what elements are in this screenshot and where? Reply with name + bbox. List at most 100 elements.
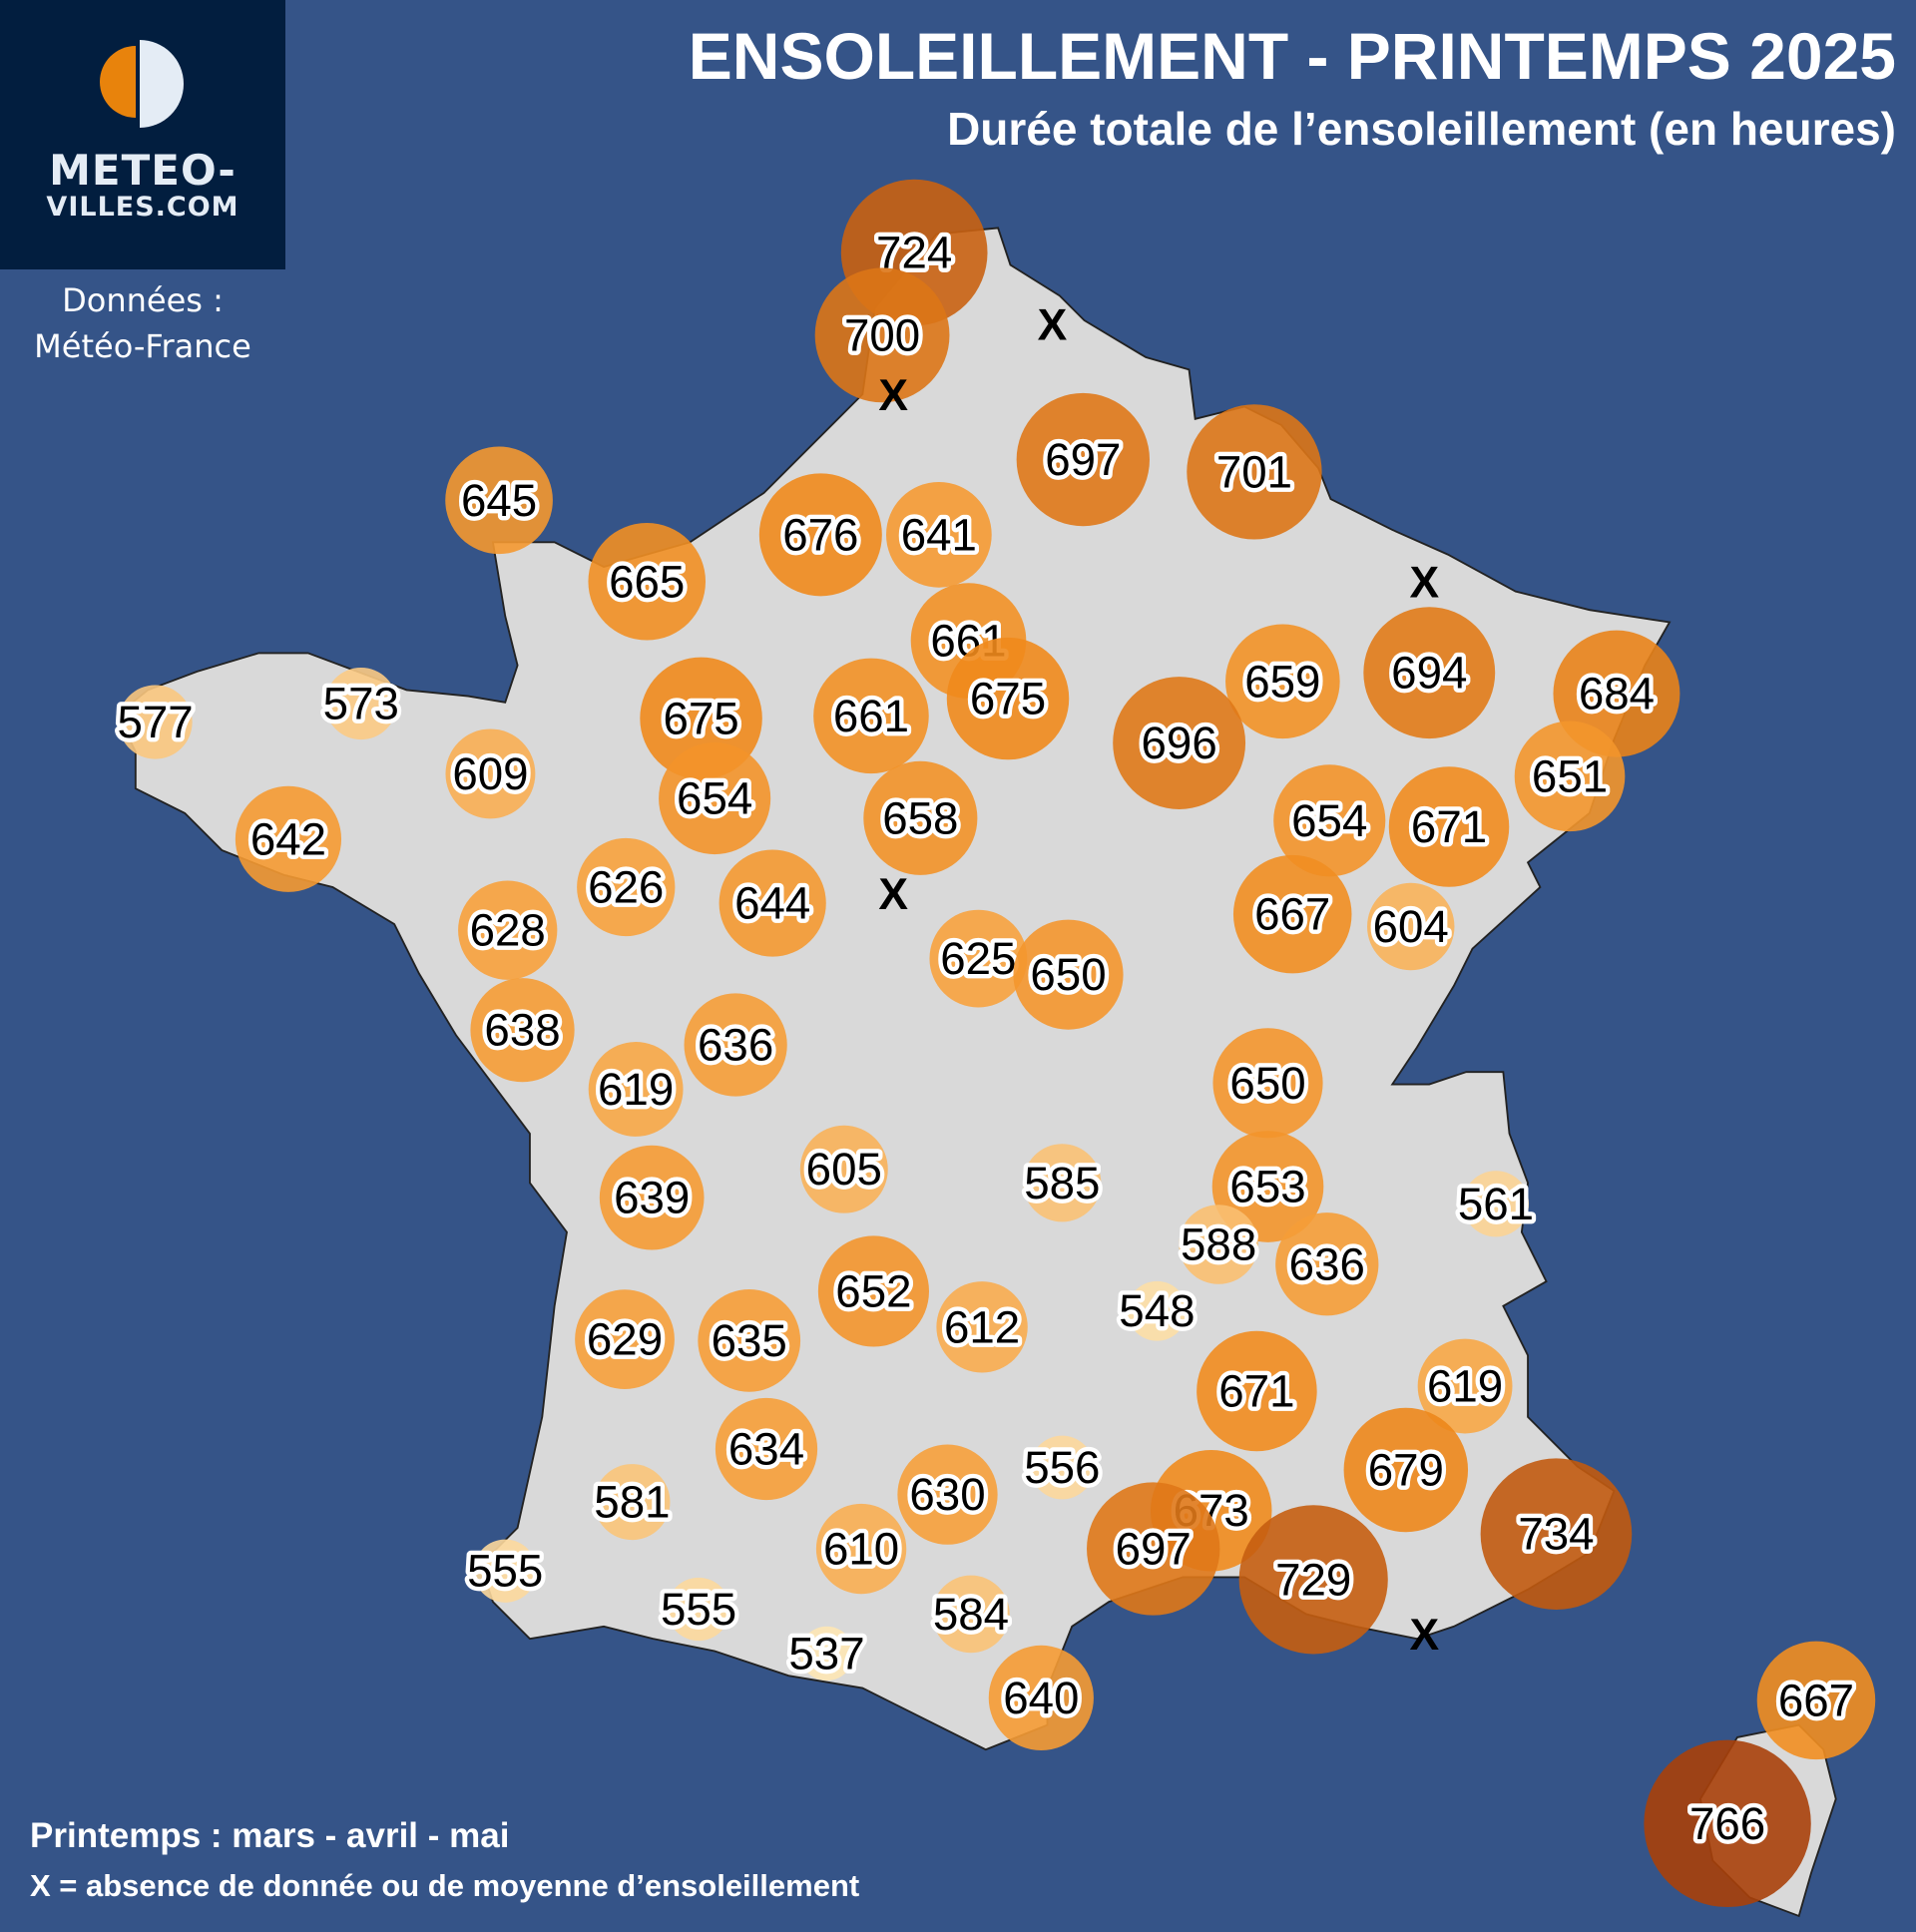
station-value: 548 — [1119, 1285, 1195, 1336]
station-circle — [445, 446, 553, 555]
station-circle — [813, 658, 929, 774]
station-value: 625 — [940, 933, 1016, 984]
station-value: 650 — [1229, 1058, 1305, 1109]
station-value: 584 — [933, 1589, 1009, 1640]
station-value: 556 — [1024, 1442, 1100, 1493]
station-value: 585 — [1024, 1158, 1100, 1208]
half-sun-logo-icon — [100, 40, 184, 128]
station-circle — [817, 1235, 929, 1347]
station-circle — [1013, 919, 1124, 1030]
station-value: 700 — [844, 309, 920, 360]
source-name: Météo-France — [34, 327, 251, 365]
station-circle — [799, 1626, 854, 1682]
station-circle — [324, 667, 397, 740]
data-source: Données : Météo-France — [0, 277, 285, 369]
station-value: 612 — [944, 1301, 1020, 1352]
station-value: 581 — [594, 1477, 670, 1528]
station-value: 676 — [782, 509, 858, 560]
station-value: 658 — [882, 792, 958, 843]
station-value: 661 — [833, 691, 909, 741]
station-value: 638 — [484, 1005, 560, 1056]
missing-data-x-icon: X — [1410, 559, 1440, 608]
map-title: ENSOLEILLEMENT - PRINTEMPS 2025 — [688, 19, 1896, 93]
station-value: 630 — [909, 1469, 985, 1520]
station-bubble: 642 — [235, 785, 342, 892]
station-circle — [815, 1503, 907, 1595]
station-circle — [863, 760, 978, 875]
station-bubble: 619 — [588, 1042, 684, 1137]
station-circle — [1756, 1641, 1876, 1760]
station-circle — [1225, 624, 1340, 739]
station-circle — [932, 1575, 1010, 1654]
station-bubble: 612 — [936, 1281, 1028, 1373]
station-value: 696 — [1142, 718, 1217, 768]
station-bubble: 588 — [1177, 1205, 1261, 1284]
station-bubble: 636 — [1275, 1212, 1379, 1316]
station-circle — [1417, 1338, 1513, 1434]
station-bubble: 626 — [577, 837, 676, 937]
station-circle — [588, 1042, 684, 1137]
station-value: 671 — [1218, 1365, 1294, 1416]
missing-data-note: X = absence de donnée ou de moyenne d’en… — [30, 1868, 860, 1903]
station-bubble: 696 — [1113, 677, 1246, 809]
station-bubble: 561 — [1454, 1171, 1538, 1237]
station-value: 654 — [1291, 795, 1367, 846]
station-circle — [235, 785, 342, 892]
station-bubble: 634 — [715, 1397, 818, 1501]
station-circle — [1197, 1330, 1317, 1452]
station-value: 555 — [661, 1584, 736, 1635]
station-value: 642 — [250, 813, 326, 864]
station-circle — [1127, 1280, 1188, 1341]
station-bubble: 658 — [863, 760, 978, 875]
station-bubble: 697 — [1016, 392, 1150, 527]
station-value: 605 — [806, 1144, 882, 1195]
station-value: 561 — [1458, 1179, 1534, 1229]
station-circle — [814, 267, 950, 403]
station-value: 651 — [1532, 750, 1608, 801]
station-bubble: 644 — [718, 849, 826, 957]
station-bubble: 650 — [1212, 1028, 1323, 1139]
station-value: 629 — [587, 1314, 663, 1365]
station-bubble: 667 — [1756, 1641, 1876, 1760]
station-circle — [575, 1289, 675, 1389]
station-bubble: 661 — [910, 583, 1027, 699]
station-value: 671 — [1411, 801, 1487, 852]
station-circle — [1023, 1144, 1102, 1222]
station-circle — [1212, 1028, 1323, 1139]
station-value: 610 — [823, 1524, 899, 1575]
station-bubble: 729 — [1238, 1505, 1388, 1655]
station-bubble: 661 — [813, 658, 929, 774]
station-bubble: 766 — [1644, 1739, 1811, 1908]
missing-data-x-icon: X — [878, 371, 908, 420]
station-circle — [1238, 1505, 1388, 1655]
station-bubble: 555 — [657, 1577, 741, 1642]
station-circle — [445, 728, 536, 819]
station-bubble: 640 — [988, 1645, 1094, 1751]
station-bubble: 641 — [886, 482, 992, 588]
missing-data-x-icon: X — [1038, 300, 1068, 349]
station-value: 697 — [1045, 434, 1121, 485]
station-circle — [698, 1288, 801, 1392]
station-circle — [594, 1464, 671, 1541]
station-value: 609 — [452, 748, 528, 799]
station-value: 588 — [1181, 1219, 1256, 1270]
station-circle — [946, 637, 1070, 760]
station-circle — [1087, 1482, 1220, 1616]
station-value: 675 — [663, 693, 738, 743]
station-circle — [1363, 607, 1496, 739]
station-circle — [929, 909, 1028, 1008]
station-bubble: 609 — [445, 728, 536, 819]
station-bubble: 665 — [588, 523, 707, 641]
station-value: 619 — [598, 1064, 674, 1115]
station-bubble: 697 — [1087, 1482, 1220, 1616]
station-circle — [988, 1645, 1094, 1751]
station-bubble: 675 — [946, 637, 1070, 760]
station-circle — [715, 1397, 818, 1501]
station-bubble: 734 — [1480, 1458, 1633, 1611]
station-circle — [1644, 1739, 1811, 1908]
station-bubble: 619 — [1417, 1338, 1513, 1434]
station-value: 701 — [1216, 446, 1292, 497]
station-circle — [897, 1444, 998, 1545]
station-value: 650 — [1030, 949, 1106, 1000]
station-circle — [1179, 1205, 1258, 1284]
